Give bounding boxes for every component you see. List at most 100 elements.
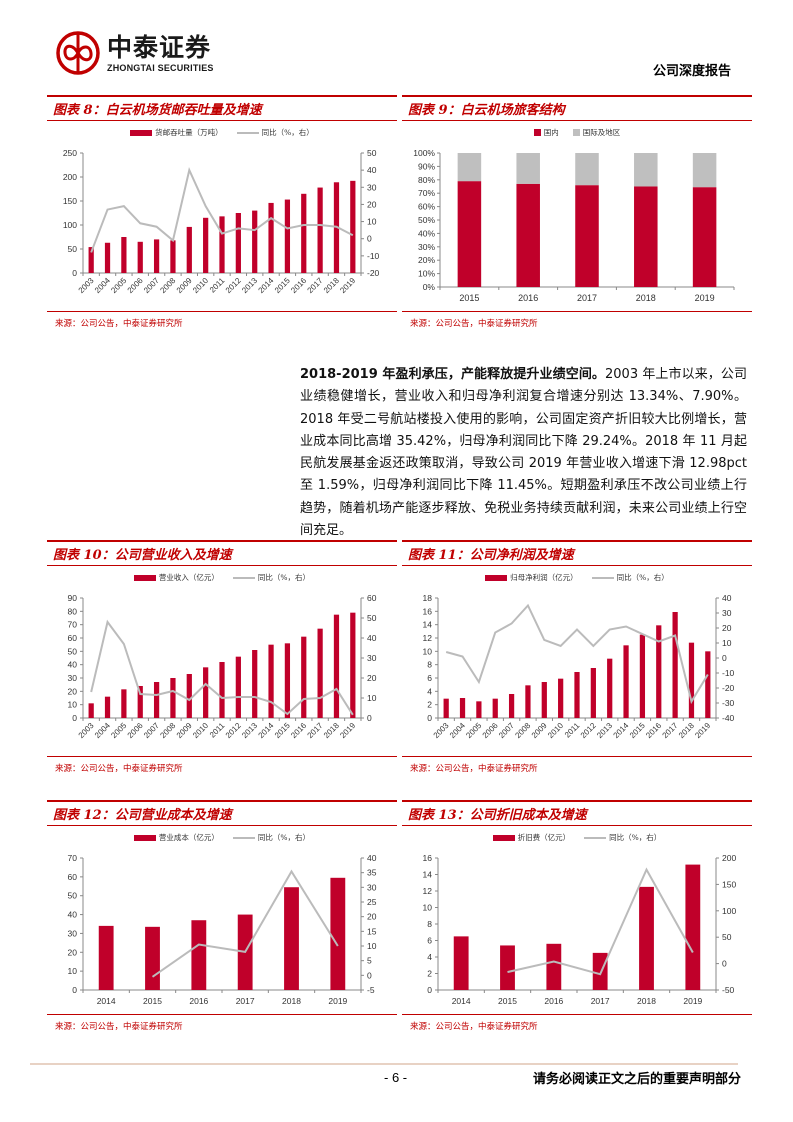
svg-text:2005: 2005 [109, 721, 128, 740]
svg-text:2009: 2009 [175, 721, 194, 740]
footer-disclaimer: 请务必阅读正文之后的重要声明部分 [532, 1072, 741, 1087]
svg-text:2007: 2007 [142, 276, 161, 295]
svg-text:30: 30 [722, 608, 732, 618]
figure-title: 图表 13：公司折旧成本及增速 [408, 808, 587, 823]
svg-text:2004: 2004 [448, 721, 467, 740]
svg-text:2010: 2010 [191, 721, 210, 740]
paragraph-lead: 2018-2019 年盈利承压，产能释放提升业绩空间。 [300, 367, 606, 382]
figure-source: 来源：公司公告，中泰证券研究所 [410, 1021, 538, 1032]
legend-label: 营业收入（亿元） [158, 573, 219, 582]
svg-text:4: 4 [427, 952, 432, 962]
bar [476, 701, 482, 718]
svg-text:2016: 2016 [518, 293, 538, 303]
svg-text:2019: 2019 [695, 293, 715, 303]
yoy-line [90, 619, 354, 716]
bar [443, 698, 449, 718]
svg-text:2018: 2018 [677, 721, 696, 740]
svg-text:2017: 2017 [306, 721, 325, 740]
bar [639, 634, 646, 718]
svg-text:50: 50 [367, 613, 377, 623]
svg-text:2017: 2017 [661, 721, 680, 740]
bar [333, 614, 340, 718]
figure-12-panel: 图表 12：公司营业成本及增速 营业成本（亿元） 同比（%，右） 0 10 20 30 40… [47, 800, 397, 1036]
legend-bar-swatch [485, 574, 508, 581]
bar [88, 703, 94, 718]
svg-text:2003: 2003 [77, 276, 96, 295]
figure-12-chart: 营业成本（亿元） 同比（%，右） 0 10 20 30 40 50 60 70 -5 0 5 10 15 20… [47, 826, 397, 1014]
legend-item: 营业成本（亿元） [133, 832, 219, 843]
figure-11-chart: 归母净利润（亿元） 同比（%，右） 0 2 4 6 8 10 12 14 16 18 -40 -30 -20… [402, 566, 752, 756]
page-number: - 6 - [384, 1070, 408, 1085]
bar [574, 672, 580, 718]
svg-text:2009: 2009 [530, 721, 549, 740]
bar [186, 674, 192, 718]
legend-line-swatch [236, 131, 259, 134]
svg-text:2019: 2019 [338, 276, 357, 295]
figure-10-panel: 图表 10：公司营业收入及增速 营业收入（亿元） 同比（%，右） 0 10 20 30 40… [47, 540, 397, 778]
svg-text:-20: -20 [722, 683, 735, 693]
svg-text:80%: 80% [418, 175, 435, 185]
svg-text:2010: 2010 [191, 276, 210, 295]
bar-segment [634, 153, 658, 187]
svg-text:40: 40 [68, 910, 78, 920]
svg-text:2015: 2015 [273, 276, 292, 295]
figure-9-chart: 国内 国际及地区 0% 10% 20% 30% 40% 50% 60% 70% 80% 90% 100%… [402, 121, 752, 311]
bar [153, 239, 160, 273]
bar [623, 645, 629, 718]
legend-item: 国际及地区 [572, 127, 620, 138]
svg-text:10: 10 [367, 217, 377, 227]
svg-text:12: 12 [423, 633, 433, 643]
svg-text:2006: 2006 [481, 721, 500, 740]
svg-text:2005: 2005 [109, 276, 128, 295]
bar [145, 926, 160, 990]
bar-segment [692, 187, 717, 287]
svg-text:2015: 2015 [498, 996, 517, 1006]
svg-text:100: 100 [63, 220, 77, 230]
document-type: 公司深度报告 [652, 64, 731, 79]
legend-label: 归母净利润（亿元） [510, 573, 578, 582]
svg-text:2016: 2016 [289, 276, 308, 295]
svg-text:2018: 2018 [322, 276, 341, 295]
figure-9-panel: 图表 9：白云机场旅客结构 国内 国际及地区 0% 10% 20% 30% 40% 50% 60… [402, 95, 752, 333]
legend-line-swatch [232, 576, 255, 579]
svg-text:10%: 10% [418, 269, 435, 279]
svg-text:2018: 2018 [322, 721, 341, 740]
figure-source: 来源：公司公告，中泰证券研究所 [55, 318, 183, 329]
svg-text:16: 16 [423, 606, 433, 616]
svg-text:50%: 50% [418, 215, 435, 225]
svg-text:150: 150 [722, 879, 736, 889]
svg-text:6: 6 [427, 936, 432, 946]
svg-text:20: 20 [367, 673, 377, 683]
svg-text:0: 0 [427, 985, 432, 995]
svg-text:2019: 2019 [338, 721, 357, 740]
paragraph-text: 2003 年上市以来，公司业绩稳健增长，营业收入和归母净利润复合增速分别达 13… [300, 367, 747, 539]
svg-text:20: 20 [68, 686, 78, 696]
bar-segment [457, 181, 482, 287]
chart-legend: 营业成本（亿元） 同比（%，右） [47, 832, 397, 843]
bar [317, 628, 323, 718]
svg-text:70: 70 [68, 620, 78, 630]
svg-text:-5: -5 [367, 985, 375, 995]
legend-label: 同比（%，右） [616, 573, 669, 582]
chart-svg: 0 10 20 30 40 50 60 70 80 90 0 10 20 30 40 50 60 20032004… [68, 593, 377, 740]
bar [330, 877, 346, 990]
svg-text:100: 100 [722, 906, 736, 916]
svg-text:2012: 2012 [224, 721, 243, 740]
svg-text:2019: 2019 [693, 721, 712, 740]
svg-text:14: 14 [423, 870, 433, 880]
logo-en-text: ZHONGTAI SECURITIES [107, 62, 214, 73]
svg-text:20: 20 [367, 912, 377, 922]
chart-legend: 折旧费（亿元） 同比（%，右） [402, 832, 752, 843]
svg-text:2007: 2007 [497, 721, 516, 740]
svg-text:2015: 2015 [143, 996, 162, 1006]
svg-text:2012: 2012 [224, 276, 243, 295]
svg-text:2003: 2003 [77, 721, 96, 740]
bar [459, 698, 466, 718]
figure-title: 图表 11：公司净利润及增速 [408, 548, 574, 563]
bar [170, 678, 176, 718]
bar [137, 241, 143, 273]
svg-text:2008: 2008 [158, 276, 177, 295]
legend-line-swatch [584, 836, 607, 839]
bar [350, 612, 356, 718]
svg-text:35: 35 [367, 868, 377, 878]
